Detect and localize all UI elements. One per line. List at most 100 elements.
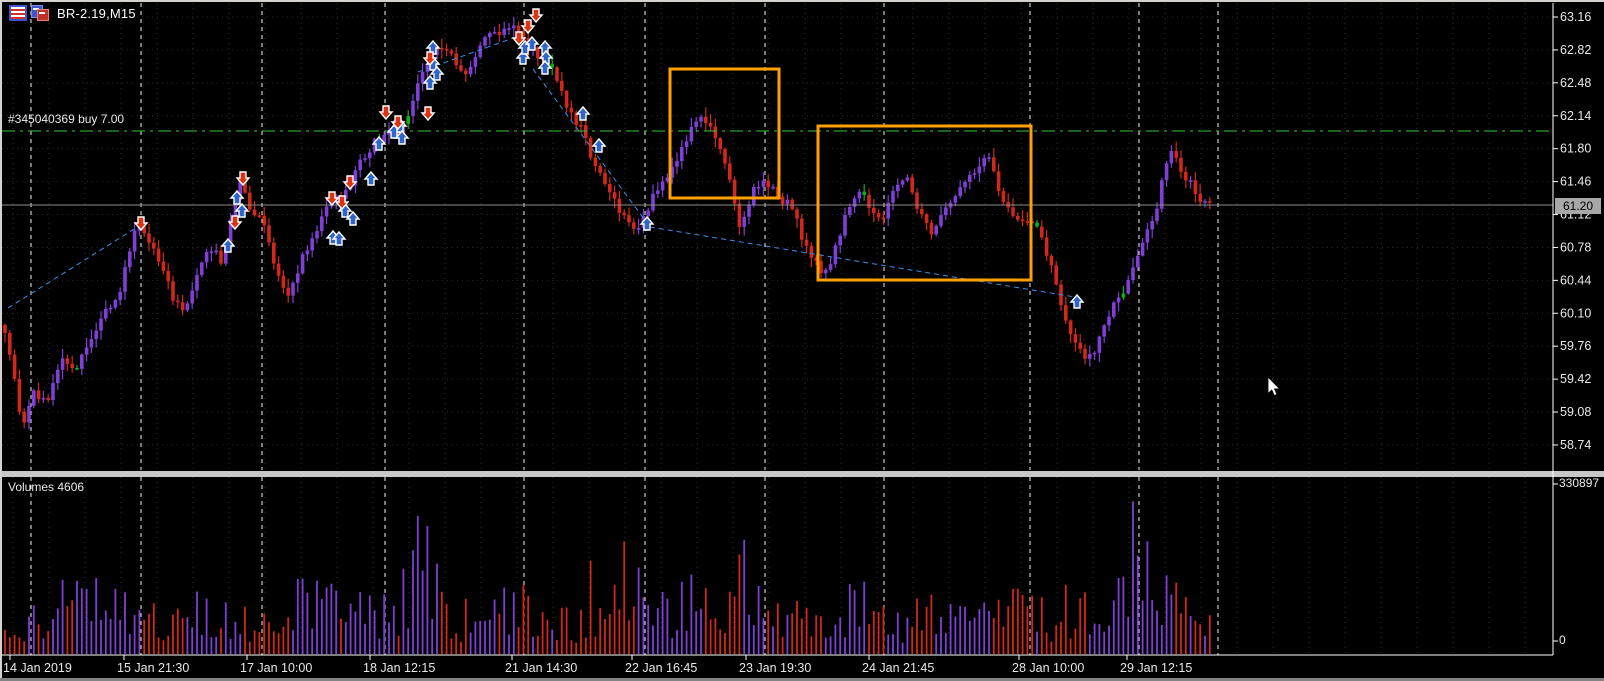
order-line-label[interactable]: #345040369 buy 7.00 <box>8 112 125 126</box>
volume-bar <box>397 635 400 654</box>
candle-body <box>36 390 41 400</box>
time-tick-label: 15 Jan 21:30 <box>117 661 189 675</box>
candle-body <box>209 251 214 254</box>
volume-bar <box>128 634 131 654</box>
volume-bar <box>1175 582 1178 654</box>
candle-body <box>171 281 175 301</box>
volume-bar <box>1084 592 1086 654</box>
volume-bar <box>359 592 362 654</box>
volume-bar <box>148 613 150 654</box>
candle-body <box>852 198 857 207</box>
volume-bar <box>421 570 424 654</box>
candle-body <box>296 273 300 283</box>
buy-arrow-icon <box>363 170 379 186</box>
chart-windows-icon[interactable] <box>31 5 49 21</box>
highlight-rectangles[interactable] <box>668 67 1033 282</box>
buy-arrow-icon <box>591 137 607 153</box>
volume-bar <box>604 619 606 654</box>
volume-bar <box>119 619 122 654</box>
time-tick-label: 14 Jan 2019 <box>3 661 72 675</box>
candle-body <box>632 222 636 229</box>
candle-body <box>555 67 559 81</box>
volume-bar <box>532 636 534 654</box>
candle-body <box>257 215 262 217</box>
price-tick-label: 58.74 <box>1560 438 1591 452</box>
candle <box>1022 210 1024 227</box>
candle <box>1204 199 1206 208</box>
volume-bar <box>714 618 717 654</box>
volume-bar <box>1031 595 1034 654</box>
panel-separator[interactable] <box>0 471 1604 477</box>
indicator-list-icon[interactable] <box>9 5 27 21</box>
candle-body <box>972 173 977 175</box>
buy-arrow-icon <box>524 35 540 51</box>
candle-body <box>449 50 454 54</box>
volume-bar <box>916 598 918 654</box>
candle-body <box>819 260 823 274</box>
candle-body <box>368 152 372 159</box>
candle-body <box>766 180 770 188</box>
window-border-bottom[interactable] <box>0 678 1604 681</box>
sell-arrow-icon <box>378 105 394 121</box>
volume-bar <box>292 630 294 654</box>
volume-bar <box>637 567 640 654</box>
volume-bar <box>1160 625 1163 654</box>
candle-body <box>32 390 36 406</box>
volume-bar <box>872 610 875 654</box>
volume-bar <box>445 603 448 654</box>
volume-bar <box>402 568 405 654</box>
buy-arrow-icon <box>429 65 445 81</box>
candle-body <box>224 242 228 264</box>
volume-bar <box>743 539 746 654</box>
volume-bar <box>23 641 26 654</box>
buy-arrow-icon <box>422 74 438 90</box>
sell-arrow-icon <box>511 31 527 47</box>
candle-body <box>747 204 751 217</box>
volume-bar <box>541 612 544 654</box>
trade-markers[interactable] <box>133 8 1085 309</box>
candle-body <box>593 157 598 167</box>
volume-bar <box>335 590 338 654</box>
volume-bar <box>728 591 731 654</box>
trendlines[interactable] <box>7 36 1076 309</box>
candle-body <box>444 48 449 51</box>
volume-bar <box>311 628 314 654</box>
time-axis[interactable]: 14 Jan 2019 15 Jan 21:30 17 Jan 10:00 18 Ja… <box>0 654 1553 675</box>
volume-bar <box>724 632 726 654</box>
volume-bar <box>368 595 371 654</box>
volume-bar <box>896 612 899 654</box>
volume-bar <box>172 614 174 654</box>
candle-body <box>195 274 199 291</box>
price-tick-label: 59.08 <box>1560 405 1591 419</box>
candle-body <box>248 192 252 210</box>
candle <box>1190 175 1192 189</box>
volume-bar <box>988 610 990 654</box>
buy-arrow-icon <box>515 49 531 65</box>
candle-body <box>881 217 886 220</box>
volume-bar <box>748 614 750 654</box>
sell-arrow-icon <box>520 19 536 35</box>
volume-bar <box>589 560 592 654</box>
volume-bar <box>205 598 208 654</box>
price-tick-label: 60.44 <box>1560 273 1591 287</box>
candle-body <box>689 126 694 142</box>
volume-bar <box>196 591 198 654</box>
candle-body <box>488 32 492 38</box>
candle-body <box>507 28 511 30</box>
candle <box>258 212 260 218</box>
candle-body <box>924 214 929 224</box>
window-border-top <box>0 0 1604 2</box>
volume-bar <box>580 609 582 654</box>
candle <box>42 390 44 403</box>
sell-arrow-icon <box>235 171 251 187</box>
candle-body <box>185 303 190 311</box>
volume-bar <box>704 588 707 654</box>
volume-bar <box>584 637 587 654</box>
candle-body <box>814 257 818 261</box>
price-axis[interactable]: 63.1662.8262.4862.1461.8061.4661.1260.78… <box>1552 3 1591 655</box>
time-tick-label: 29 Jan 12:15 <box>1120 661 1192 675</box>
candle-body <box>1169 151 1174 164</box>
candle-body <box>891 190 895 203</box>
candle-body <box>233 199 238 220</box>
